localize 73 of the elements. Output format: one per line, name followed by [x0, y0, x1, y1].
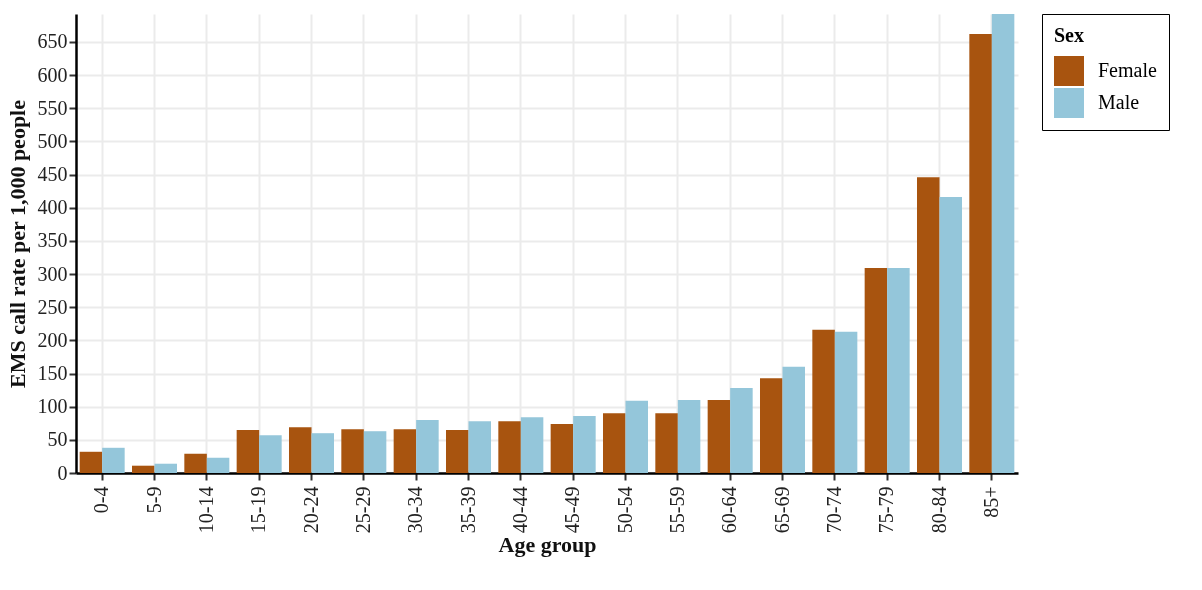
x-tick-label: 60-64: [718, 486, 741, 534]
x-tick-label: 20-24: [299, 486, 322, 534]
legend-title: Sex: [1054, 24, 1084, 46]
y-tick-label: 100: [37, 395, 68, 418]
bar: [468, 421, 491, 473]
bar: [625, 400, 648, 473]
y-tick-label: 250: [37, 295, 68, 318]
x-tick-label: 85+: [979, 486, 1002, 518]
bar: [132, 465, 155, 473]
bar: [730, 388, 753, 473]
bar: [603, 413, 626, 473]
legend-label: Male: [1098, 91, 1140, 113]
bar: [834, 331, 858, 473]
x-tick-label: 30-34: [404, 486, 427, 534]
bar: [206, 457, 230, 473]
y-tick-label: 50: [47, 428, 68, 451]
bar: [498, 421, 521, 473]
bar: [446, 429, 469, 473]
bar: [782, 366, 805, 473]
bar: [416, 419, 439, 473]
x-tick-label: 75-79: [875, 486, 898, 534]
y-axis-title: EMS call rate per 1,000 people: [4, 99, 30, 388]
bar: [655, 413, 678, 473]
y-tick-label: 500: [37, 129, 68, 152]
y-tick-label: 400: [37, 196, 68, 219]
y-tick-label: 650: [37, 30, 68, 53]
bar: [393, 429, 417, 473]
bar: [550, 423, 574, 473]
y-tick-label: 300: [37, 262, 68, 285]
bar: [289, 427, 312, 473]
y-tick-label: 200: [37, 328, 68, 351]
bar: [760, 378, 783, 473]
bar: [236, 429, 260, 473]
bar: [677, 400, 701, 473]
x-tick-label: 65-69: [770, 486, 793, 534]
x-tick-label: 35-39: [456, 486, 479, 534]
x-tick-label: 0-4: [90, 486, 113, 514]
bar: [79, 451, 103, 473]
x-tick-label: 25-29: [351, 486, 374, 534]
bar: [363, 431, 387, 473]
bar: [939, 197, 962, 473]
y-tick-label: 450: [37, 163, 68, 186]
x-axis-title: Age group: [498, 532, 597, 558]
x-tick-label: 15-19: [247, 486, 270, 534]
x-tick-label: 50-54: [613, 486, 636, 534]
x-tick-label: 5-9: [142, 486, 165, 514]
bar: [917, 177, 940, 473]
x-tick-label: 40-44: [508, 486, 531, 534]
x-tick-label: 70-74: [822, 486, 845, 534]
x-tick-label: 45-49: [561, 486, 584, 534]
y-tick-label: 600: [37, 63, 68, 86]
bar: [887, 268, 910, 473]
x-tick-label: 10-14: [194, 486, 217, 534]
bar: [812, 329, 835, 473]
bar: [573, 415, 596, 473]
y-tick-label: 350: [37, 229, 68, 252]
y-tick-label: 550: [37, 96, 68, 119]
legend-label: Female: [1098, 59, 1157, 81]
bar: [520, 417, 544, 473]
x-tick-label: 55-59: [665, 486, 688, 534]
bar: [102, 447, 125, 473]
bar: [311, 433, 334, 473]
bar: [259, 435, 282, 473]
bar: [707, 400, 731, 473]
bar: [969, 33, 992, 473]
bar: [864, 268, 888, 473]
bar: [341, 429, 364, 473]
bar: [991, 14, 1015, 473]
y-tick-label: 0: [57, 461, 68, 484]
bar: [184, 453, 207, 473]
bar: [154, 463, 177, 473]
y-tick-label: 150: [37, 362, 68, 385]
x-tick-label: 80-84: [927, 486, 950, 534]
